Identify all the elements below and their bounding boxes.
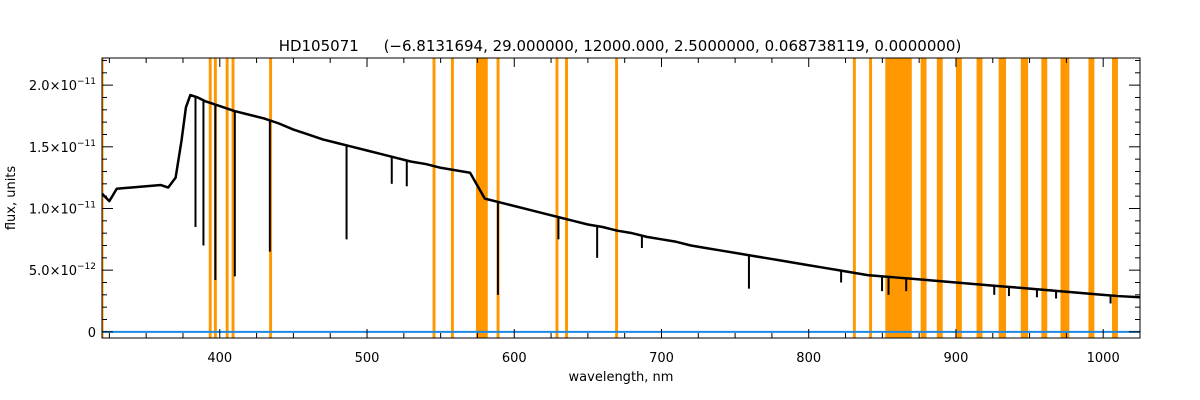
chart-title-star: HD105071 — [279, 37, 359, 55]
masked-region — [955, 58, 962, 338]
y-tick-label: 2.0×10−11 — [29, 77, 96, 94]
masked-region — [555, 58, 559, 338]
chart-title: HD105071 (−6.8131694, 29.000000, 12000.0… — [279, 37, 962, 55]
masked-region — [231, 58, 235, 338]
masked-region — [102, 58, 104, 338]
masked-region — [1060, 58, 1070, 338]
masked-region — [475, 58, 488, 338]
masked-region — [976, 58, 983, 338]
x-tick-label: 700 — [649, 351, 674, 366]
masked-region — [998, 58, 1007, 338]
masked-region — [852, 58, 856, 338]
y-tick-label: 5.0×10−12 — [29, 262, 96, 279]
chart-title-params: (−6.8131694, 29.000000, 12000.000, 2.500… — [384, 37, 962, 55]
masked-region — [1041, 58, 1048, 338]
masked-region — [615, 58, 619, 338]
masked-region — [885, 58, 912, 338]
masked-region — [936, 58, 943, 338]
x-tick-label: 400 — [207, 351, 232, 366]
y-tick-label: 1.5×10−11 — [29, 139, 96, 156]
plot-frame — [101, 57, 1141, 339]
spectrum-series — [101, 93, 1141, 304]
y-tick-label: 0 — [88, 326, 96, 341]
masked-region — [565, 58, 568, 338]
masked-region — [496, 58, 500, 338]
masked-region — [1020, 58, 1029, 338]
masked-region — [432, 58, 436, 338]
x-tick-label: 1000 — [1087, 351, 1120, 366]
axis-ticks: 400 500 600 700 800 900 1000 0 5.0×10−12 1.0×10−1… — [29, 58, 1141, 366]
masked-region — [208, 58, 212, 338]
masked-region — [1112, 58, 1118, 338]
y-tick-label: 1.0×10−11 — [29, 200, 96, 217]
masked-region — [869, 58, 873, 338]
masked-region — [920, 58, 927, 338]
x-axis-label: wavelength, nm — [569, 370, 674, 385]
masked-regions — [102, 58, 1118, 338]
x-tick-label: 500 — [355, 351, 380, 366]
y-axis-label: flux, units — [4, 166, 19, 231]
x-tick-label: 600 — [502, 351, 527, 366]
x-tick-label: 900 — [944, 351, 969, 366]
masked-region — [450, 58, 454, 338]
spectrum-line — [101, 93, 1141, 299]
masked-region — [1088, 58, 1095, 338]
x-tick-label: 800 — [796, 351, 821, 366]
masked-region — [225, 58, 229, 338]
